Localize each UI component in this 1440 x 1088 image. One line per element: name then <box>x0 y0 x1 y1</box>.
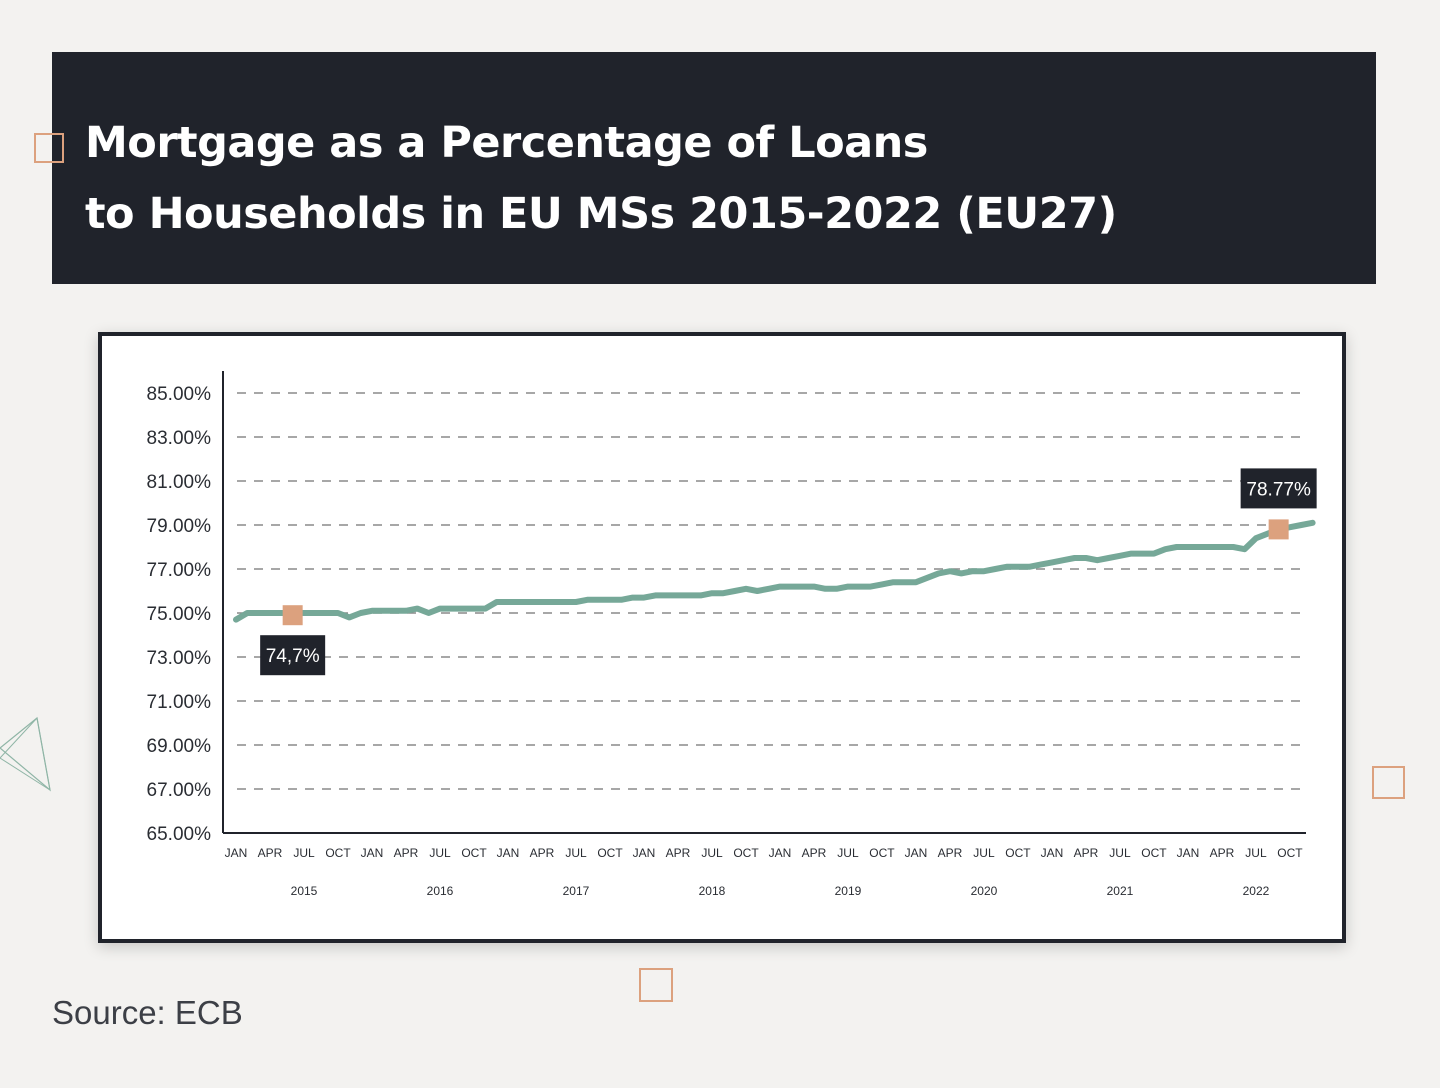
x-tick-label: APR <box>530 846 555 860</box>
x-tick-label: JAN <box>633 846 656 860</box>
source-note: Source: ECB <box>52 994 243 1031</box>
y-tick-label: 69.00% <box>147 736 212 757</box>
x-year-label: 2021 <box>1107 884 1134 898</box>
x-tick-label: OCT <box>869 846 895 860</box>
title-banner: Mortgage as a Percentage of Loans to Hou… <box>52 52 1376 284</box>
x-tick-label: APR <box>394 846 419 860</box>
x-tick-label: JAN <box>497 846 520 860</box>
y-tick-label: 77.00% <box>147 560 212 581</box>
x-tick-label: OCT <box>733 846 759 860</box>
y-tick-label: 81.00% <box>147 472 212 493</box>
x-tick-label: JAN <box>1177 846 1200 860</box>
data-marker <box>282 605 303 626</box>
chart-panel: 85.00% 83.00% 81.00% 79.00% 77.00% 75.00% 73.0… <box>98 332 1346 943</box>
x-tick-label: APR <box>666 846 691 860</box>
y-tick-label: 85.00% <box>147 384 212 405</box>
callout-box <box>260 635 326 676</box>
x-tick-label: JUL <box>293 846 315 860</box>
x-tick-label: JAN <box>1041 846 1064 860</box>
callout-box <box>1240 468 1317 509</box>
x-year-label: 2017 <box>563 884 590 898</box>
x-tick-label: APR <box>802 846 827 860</box>
x-tick-label: JUL <box>973 846 995 860</box>
decorative-triangle-icon <box>0 716 51 792</box>
x-tick-label: JUL <box>701 846 723 860</box>
x-tick-label: JUL <box>837 846 859 860</box>
x-tick-label: JAN <box>225 846 248 860</box>
x-tick-label: JUL <box>565 846 587 860</box>
y-tick-label: 71.00% <box>147 692 212 713</box>
line-chart: 85.00% 83.00% 81.00% 79.00% 77.00% 75.00% 73.0… <box>147 371 1317 898</box>
x-tick-label: JAN <box>361 846 384 860</box>
x-tick-label: OCT <box>1005 846 1031 860</box>
x-tick-label: APR <box>1210 846 1235 860</box>
y-tick-label: 79.00% <box>147 516 212 537</box>
x-tick-label: APR <box>258 846 283 860</box>
y-tick-label: 65.00% <box>147 824 212 845</box>
x-tick-label: OCT <box>461 846 487 860</box>
x-tick-label: APR <box>938 846 963 860</box>
x-year-label: 2015 <box>291 884 318 898</box>
y-tick-label: 67.00% <box>147 780 212 801</box>
x-year-label: 2019 <box>835 884 862 898</box>
x-tick-label: OCT <box>597 846 623 860</box>
decorative-square-right <box>1372 766 1405 799</box>
x-year-label: 2022 <box>1243 884 1270 898</box>
decorative-square-bottom <box>639 968 673 1002</box>
x-tick-label: JUL <box>429 846 451 860</box>
x-tick-label: JAN <box>769 846 792 860</box>
series-line <box>233 519 1316 623</box>
x-year-label: 2020 <box>971 884 998 898</box>
y-tick-label: 75.00% <box>147 604 212 625</box>
data-marker <box>1268 519 1289 540</box>
callout-label: 74,7% <box>266 646 320 667</box>
chart-title-line-1: Mortgage as a Percentage of Loans <box>85 118 928 168</box>
x-tick-label: OCT <box>1277 846 1303 860</box>
x-tick-label: JUL <box>1245 846 1267 860</box>
x-year-label: 2018 <box>699 884 726 898</box>
x-tick-label: JAN <box>905 846 928 860</box>
x-tick-label: OCT <box>325 846 351 860</box>
chart-title-line-2: to Households in EU MSs 2015-2022 (EU27) <box>85 189 1117 239</box>
callout-label: 78.77% <box>1246 479 1311 500</box>
x-tick-label: JUL <box>1109 846 1131 860</box>
y-tick-label: 73.00% <box>147 648 212 669</box>
y-tick-label: 83.00% <box>147 428 212 449</box>
x-tick-label: OCT <box>1141 846 1167 860</box>
x-tick-label: APR <box>1074 846 1099 860</box>
decorative-square-left <box>34 133 64 163</box>
x-year-label: 2016 <box>427 884 454 898</box>
